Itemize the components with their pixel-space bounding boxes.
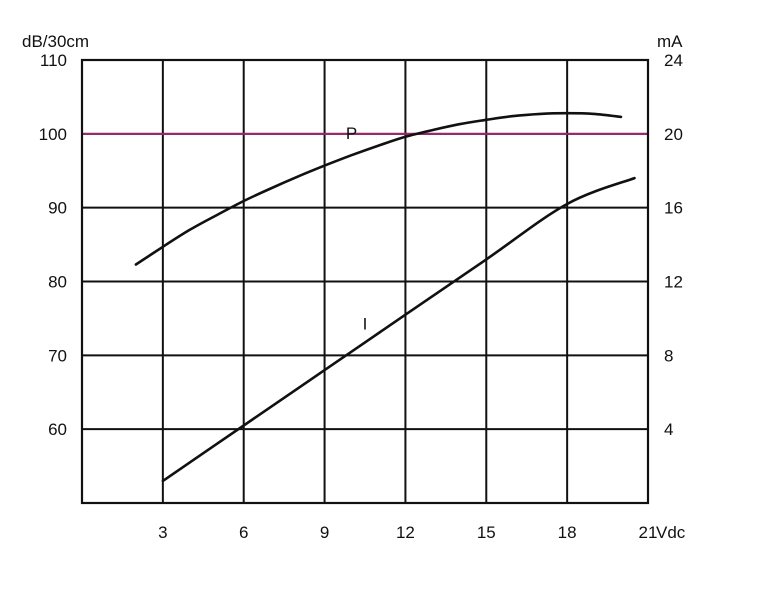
y-left-tick-60: 60 bbox=[48, 420, 67, 439]
x-tick-labels: 3 6 9 12 15 18 21 bbox=[158, 523, 657, 542]
curve-label-I: I bbox=[363, 314, 368, 333]
plot-frame bbox=[80, 58, 650, 505]
series-line-I bbox=[161, 176, 636, 483]
x-tick-18: 18 bbox=[558, 523, 577, 542]
y-left-tick-100: 100 bbox=[39, 125, 67, 144]
y-right-tick-24: 24 bbox=[664, 51, 683, 70]
y-left-tick-110: 110 bbox=[40, 51, 67, 70]
x-tick-15: 15 bbox=[477, 523, 496, 542]
y-left-tick-90: 90 bbox=[48, 199, 67, 218]
y-right-axis-label: mA bbox=[657, 32, 683, 51]
series-lines bbox=[134, 111, 636, 483]
y-left-tick-labels: 60 70 80 90 100 110 bbox=[39, 51, 67, 439]
curve-labels: PI bbox=[346, 124, 368, 333]
y-left-tick-70: 70 bbox=[48, 346, 67, 365]
x-tick-6: 6 bbox=[239, 523, 248, 542]
x-axis-label: Vdc bbox=[656, 523, 686, 542]
grid-lines bbox=[82, 60, 648, 503]
y-right-tick-12: 12 bbox=[664, 273, 683, 292]
y-right-tick-16: 16 bbox=[664, 199, 683, 218]
x-tick-3: 3 bbox=[158, 523, 167, 542]
curve-label-P: P bbox=[346, 124, 357, 143]
x-tick-9: 9 bbox=[320, 523, 329, 542]
y-right-tick-labels: 4 8 12 16 20 24 bbox=[664, 51, 683, 439]
y-right-tick-4: 4 bbox=[664, 420, 673, 439]
y-right-tick-8: 8 bbox=[664, 346, 673, 365]
y-right-tick-20: 20 bbox=[664, 125, 683, 144]
series-line-P bbox=[134, 111, 623, 266]
x-tick-21: 21 bbox=[639, 523, 658, 542]
y-left-tick-80: 80 bbox=[48, 273, 67, 292]
y-left-axis-label: dB/30cm bbox=[22, 32, 89, 51]
x-tick-12: 12 bbox=[396, 523, 415, 542]
